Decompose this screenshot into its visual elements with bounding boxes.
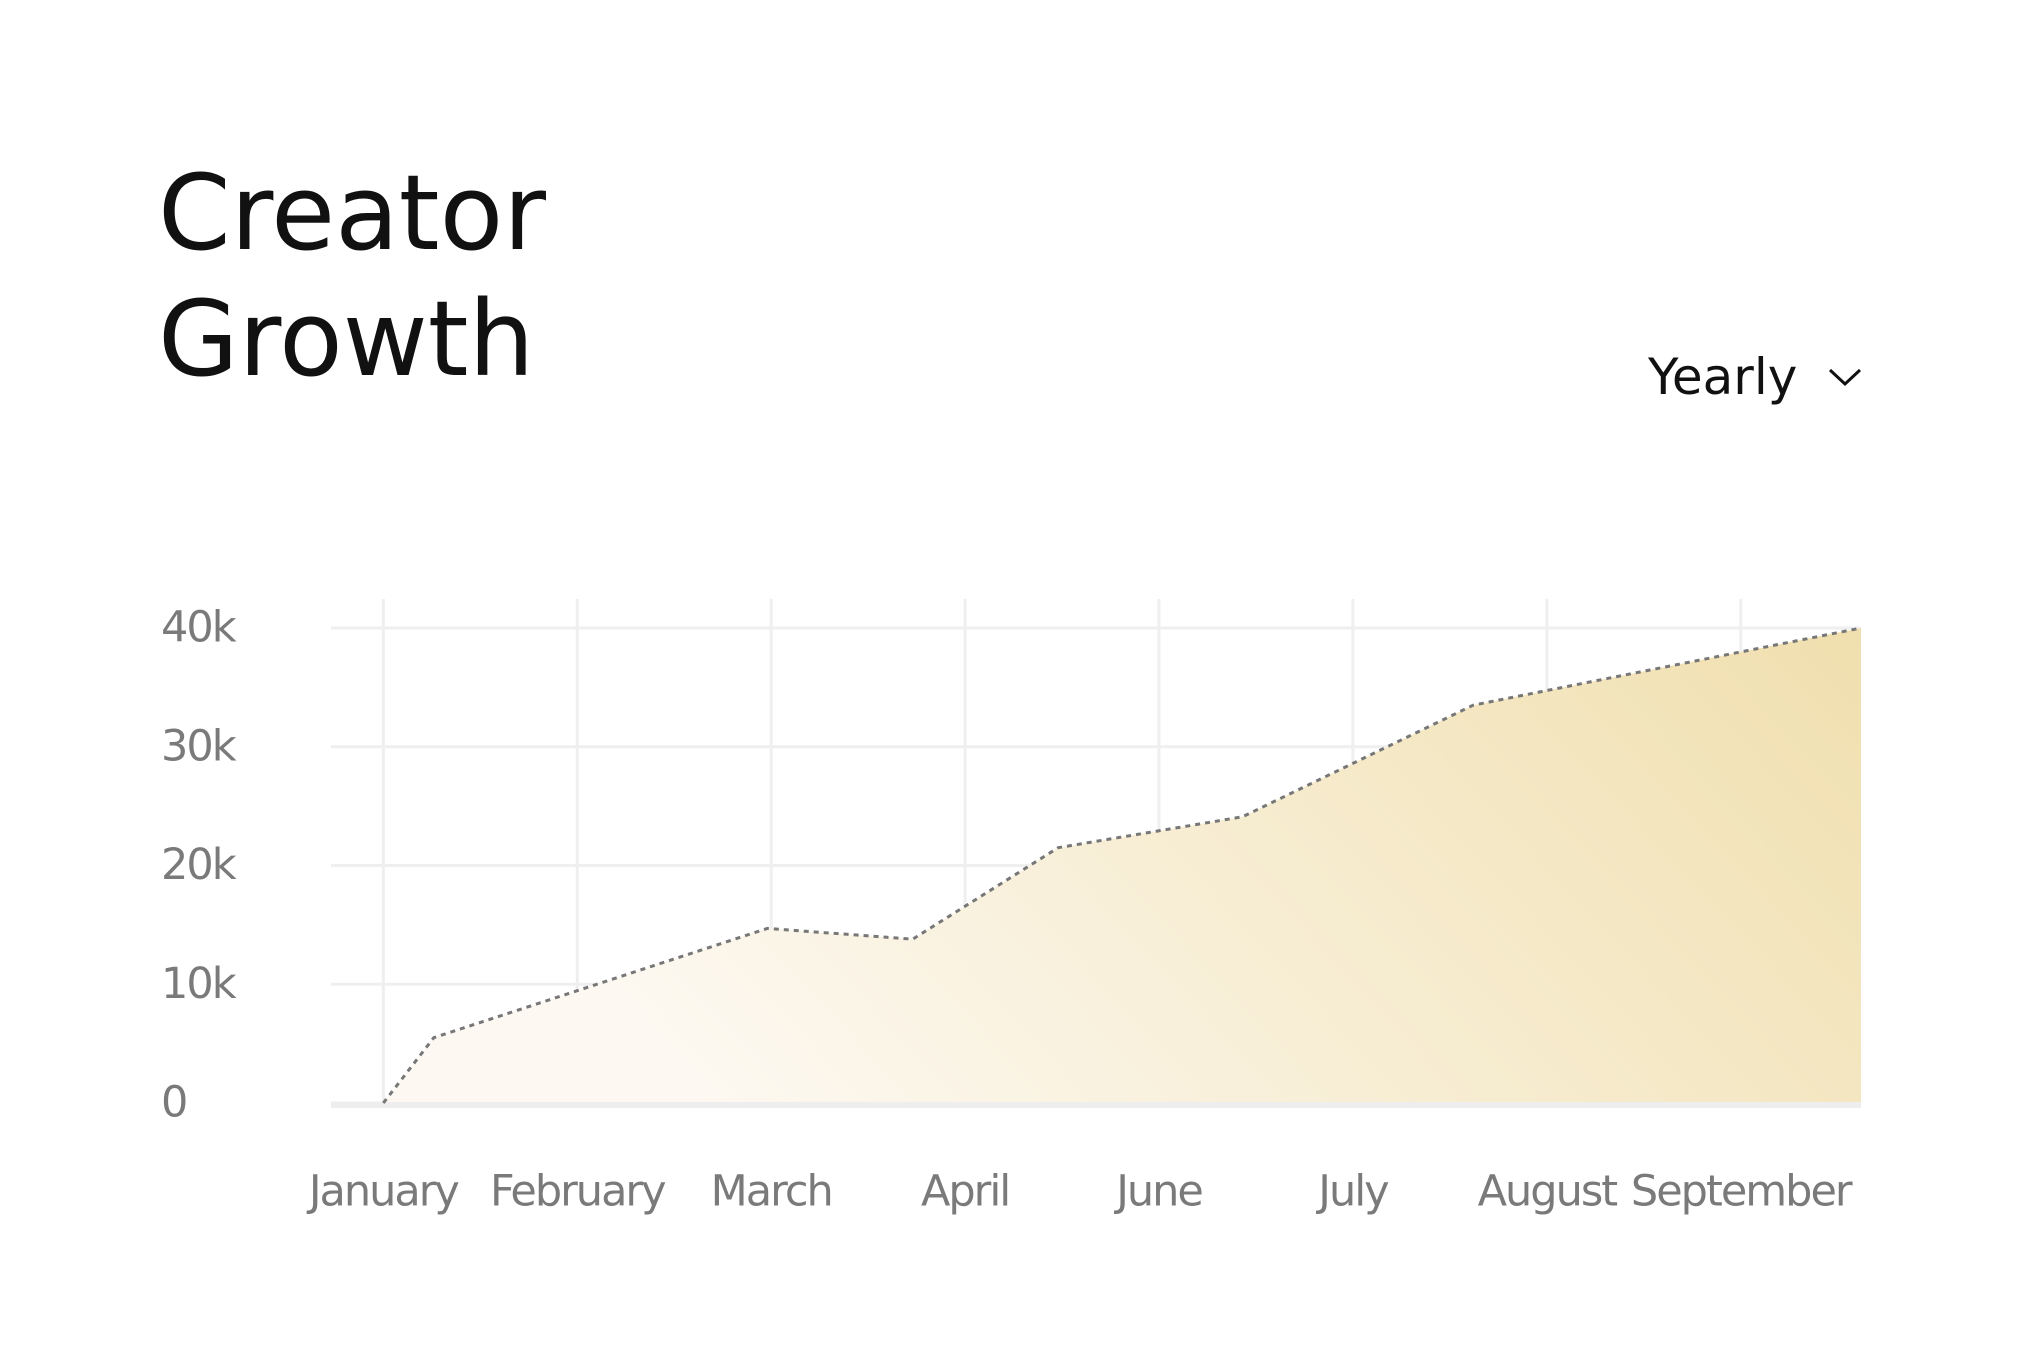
- x-tick-label: April: [921, 1167, 1009, 1217]
- x-tick-label: August: [1478, 1167, 1618, 1217]
- period-dropdown[interactable]: Yearly: [1648, 348, 1863, 406]
- x-tick-label: March: [711, 1167, 832, 1217]
- chevron-icon: [1829, 368, 1862, 387]
- area-fill: [383, 628, 1861, 1103]
- x-tick-label: February: [490, 1167, 666, 1217]
- x-tick-label: September: [1631, 1167, 1853, 1217]
- y-tick-label: 40k: [161, 603, 237, 653]
- x-tick-label: July: [1315, 1167, 1389, 1217]
- chart-title: Creator Growth: [158, 152, 546, 400]
- dropdown-label: Yearly: [1648, 348, 1798, 406]
- y-tick-label: 30k: [161, 721, 237, 771]
- x-tick-label: January: [306, 1167, 460, 1217]
- x-tick-label: June: [1113, 1167, 1202, 1217]
- y-tick-label: 10k: [161, 959, 237, 1009]
- y-tick-label: 20k: [161, 840, 237, 890]
- line: [382, 626, 1862, 1104]
- y-tick-label: 0: [161, 1078, 186, 1128]
